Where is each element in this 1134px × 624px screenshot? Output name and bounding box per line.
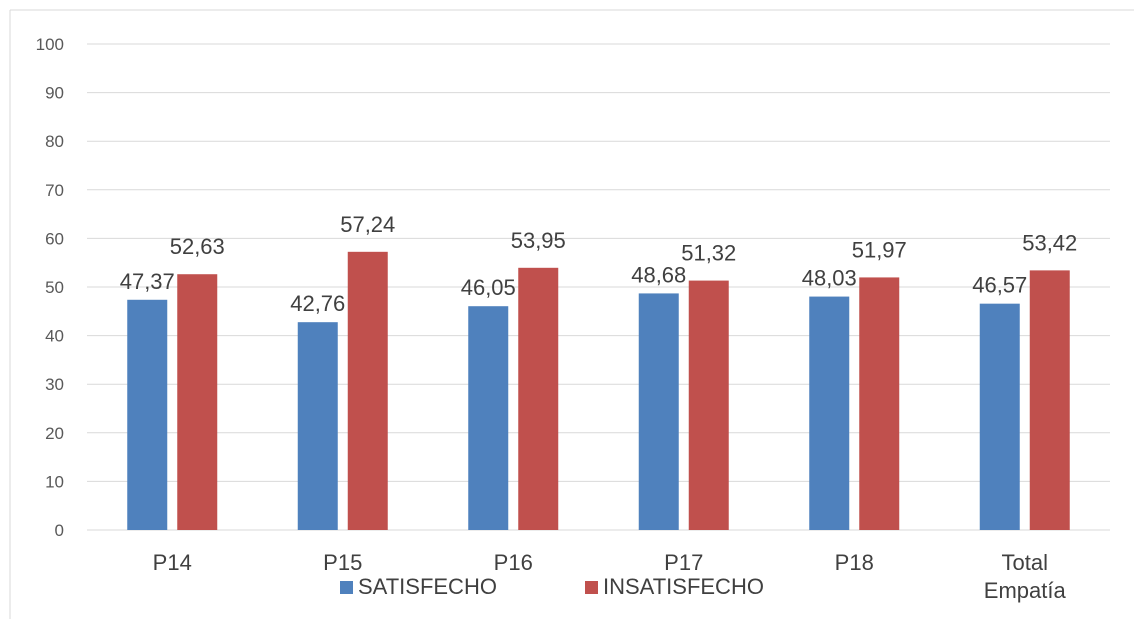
bar-insatisfecho-3 [688, 280, 729, 530]
x-tick-label: Total Empatía [984, 550, 1067, 603]
bar-insatisfecho-5 [1029, 270, 1070, 530]
x-tick-label: P18 [835, 550, 874, 575]
x-axis-ticks: P14 P15 P16 P17 P18 Total Empatía [153, 550, 1067, 603]
gridlines [87, 43, 1110, 531]
x-tick-label: P16 [494, 550, 533, 575]
data-labels: 47,37 52,63 42,76 57,24 46,05 53,95 48,6851,32… [120, 212, 1078, 316]
data-label-insatisfecho-0: 52,63 [170, 234, 225, 259]
y-tick-label: 40 [45, 327, 64, 346]
x-tick-label: P15 [323, 550, 362, 575]
data-label-satisfecho-0: 47,37 [120, 269, 175, 294]
data-label-insatisfecho-5: 53,42 [1022, 230, 1077, 255]
bar-satisfecho-4 [809, 296, 850, 530]
data-label-insatisfecho-1: 57,24 [340, 212, 395, 237]
legend-label-insatisfecho: INSATISFECHO [603, 574, 764, 599]
bar-satisfecho-1 [297, 322, 338, 530]
y-tick-label: 90 [45, 84, 64, 103]
bar-insatisfecho-0 [177, 274, 218, 530]
y-axis-ticks: 0 10 20 30 40 50 60 70 80 90 100 [36, 35, 64, 540]
data-label-satisfecho-2: 46,05 [461, 275, 516, 300]
x-tick-label: P17 [664, 550, 703, 575]
bar-satisfecho-0 [127, 299, 168, 530]
y-tick-label: 60 [45, 229, 64, 248]
bar-insatisfecho-4 [859, 277, 900, 530]
data-label-satisfecho-5: 46,57 [972, 273, 1027, 298]
y-tick-label: 70 [45, 181, 64, 200]
legend-swatch-insatisfecho [585, 581, 598, 594]
bar-satisfecho-3 [638, 293, 679, 530]
y-tick-label: 30 [45, 375, 64, 394]
y-tick-label: 80 [45, 132, 64, 151]
y-tick-label: 0 [55, 521, 64, 540]
bar-satisfecho-5 [979, 303, 1020, 530]
legend-label-satisfecho: SATISFECHO [358, 574, 497, 599]
bar-insatisfecho-1 [347, 251, 388, 530]
y-tick-label: 100 [36, 35, 64, 54]
bars [127, 251, 1070, 530]
data-label-insatisfecho-3: 51,32 [681, 241, 736, 266]
chart-border [9, 9, 1134, 619]
bar-satisfecho-2 [468, 306, 509, 530]
data-label-insatisfecho-2: 53,95 [511, 228, 566, 253]
y-tick-label: 20 [45, 424, 64, 443]
data-label-satisfecho-1: 42,76 [290, 291, 345, 316]
y-tick-label: 50 [45, 278, 64, 297]
x-tick-label: P14 [153, 550, 192, 575]
legend-swatch-satisfecho [340, 581, 353, 594]
bar-insatisfecho-2 [518, 267, 559, 530]
data-label-satisfecho-3: 48,68 [631, 262, 686, 287]
y-tick-label: 10 [45, 472, 64, 491]
legend: SATISFECHO INSATISFECHO [340, 574, 764, 599]
data-label-satisfecho-4: 48,03 [802, 266, 857, 291]
data-label-insatisfecho-4: 51,97 [852, 237, 907, 262]
